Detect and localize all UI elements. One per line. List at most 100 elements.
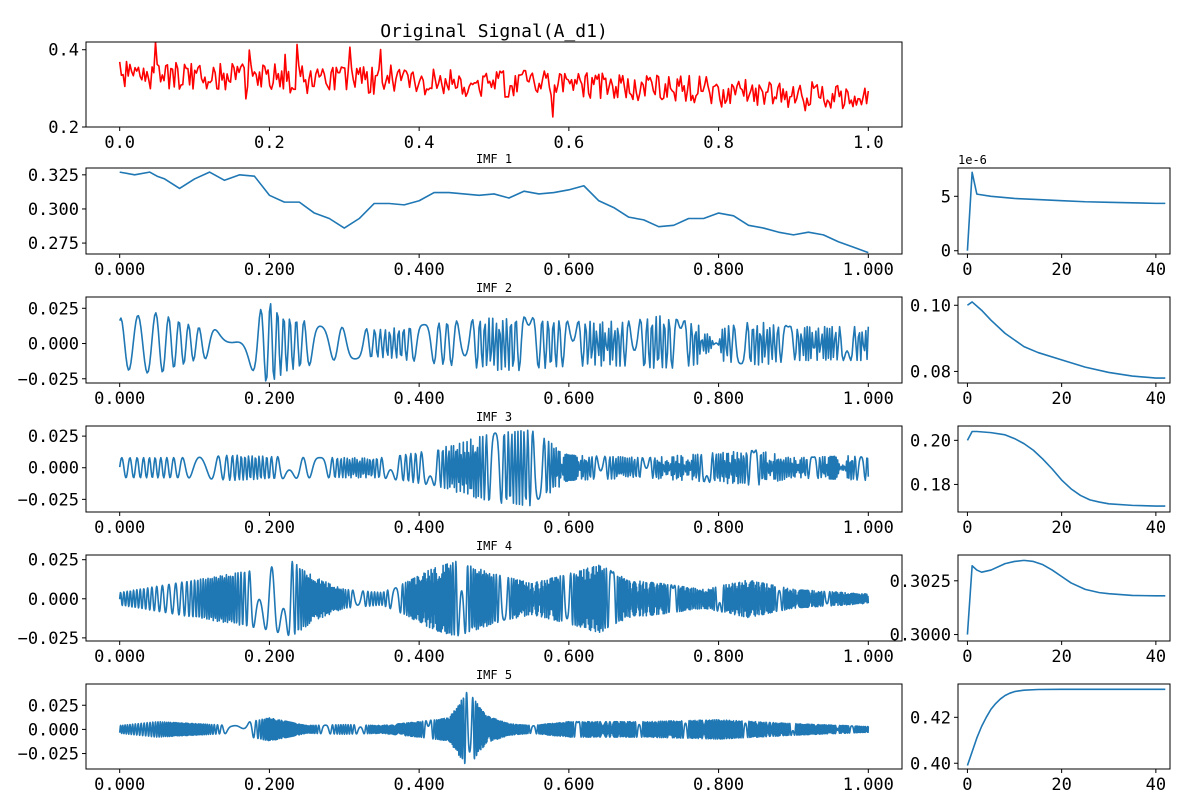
y-tick-label: 0.025: [28, 299, 79, 319]
series-line: [118, 42, 870, 118]
y-tick-label: 0.000: [28, 459, 79, 479]
series-line: [118, 429, 870, 507]
panel-imf-2-spectrum: 0 20 40 0.08 0.10: [910, 296, 1171, 409]
y-tick-label: 0.42: [910, 708, 951, 728]
y-tick-label: −0.025: [18, 745, 79, 765]
x-tick-label: 40: [1146, 647, 1166, 667]
x-tick-label: 0.6: [554, 133, 585, 153]
y-tick-label: 0.3025: [890, 572, 951, 592]
y-tick-label: 0.025: [28, 551, 79, 571]
y-tick-label: 0.3000: [890, 626, 951, 646]
y-tick-label: −0.025: [18, 629, 79, 649]
x-tick-label: 0.200: [244, 389, 295, 409]
x-tick-label: 1.000: [843, 647, 894, 667]
x-tick-label: 0.600: [543, 647, 594, 667]
y-tick-label: 0.20: [910, 431, 951, 451]
x-tick-label: 0: [962, 647, 972, 667]
x-tick-label: 20: [1051, 518, 1071, 538]
axes-frame: [957, 296, 1171, 384]
x-tick-label: 40: [1146, 775, 1166, 795]
x-tick-label: 0.800: [693, 647, 744, 667]
x-tick-label: 0: [962, 260, 972, 280]
y-tick-label: 0.275: [28, 234, 79, 254]
x-tick-label: 0: [962, 775, 972, 795]
axes-frame: [957, 425, 1171, 513]
series-line: [118, 691, 870, 765]
y-tick-label: 0.000: [28, 590, 79, 610]
panel-title: IMF 5: [476, 668, 512, 682]
x-tick-label: 0.000: [94, 775, 145, 795]
y-tick-label: 0: [941, 242, 951, 262]
y-tick-label: 0.025: [28, 427, 79, 447]
x-tick-label: 0.400: [394, 647, 445, 667]
x-tick-label: 1.000: [843, 260, 894, 280]
x-tick-label: 0.600: [543, 775, 594, 795]
axes-frame: [85, 425, 903, 513]
x-tick-label: 0: [962, 389, 972, 409]
series-line: [966, 171, 1166, 251]
series-line: [118, 560, 870, 637]
series-line: [966, 559, 1166, 635]
y-tick-label: 0.18: [910, 475, 951, 495]
x-tick-label: 1.0: [853, 133, 884, 153]
y-tick-label: 0.4: [48, 41, 79, 61]
x-tick-label: 1.000: [843, 518, 894, 538]
panel-imf-3: IMF 3 0.000 0.200 0.400 0.600 0.800 1.000 −0.02…: [18, 410, 903, 538]
y-tick-label: −0.025: [18, 370, 79, 390]
x-tick-label: 0.200: [244, 647, 295, 667]
y-tick-label: 0.025: [28, 696, 79, 716]
axis-offset-label: 1e-6: [958, 153, 987, 167]
x-tick-label: 0.400: [394, 389, 445, 409]
y-tick-label: 0.300: [28, 200, 79, 220]
axes-frame: [85, 167, 903, 255]
axes-frame: [957, 167, 1171, 255]
x-tick-label: 0.000: [94, 647, 145, 667]
x-tick-label: 0.000: [94, 518, 145, 538]
x-tick-label: 20: [1051, 647, 1071, 667]
series-line: [118, 303, 870, 382]
y-tick-label: 0.08: [910, 362, 951, 382]
panel-imf-2: IMF 2 0.000 0.200 0.400 0.600 0.800 1.000 −0.02…: [18, 281, 903, 409]
y-tick-label: −0.025: [18, 490, 79, 510]
x-tick-label: 0.000: [94, 260, 145, 280]
x-tick-label: 1.000: [843, 389, 894, 409]
x-tick-label: 0.200: [244, 518, 295, 538]
axes-frame: [957, 554, 1171, 642]
axes-frame: [957, 683, 1171, 770]
x-tick-label: 0.400: [394, 775, 445, 795]
x-tick-label: 0.8: [703, 133, 734, 153]
x-tick-label: 0: [962, 518, 972, 538]
axes-frame: [85, 554, 903, 642]
x-tick-label: 0.400: [394, 260, 445, 280]
axes-frame: [85, 41, 903, 128]
x-tick-label: 40: [1146, 260, 1166, 280]
panel-imf-1-spectrum: 0 20 40 0 5 1e-6: [941, 153, 1171, 280]
panel-title: IMF 2: [476, 281, 512, 295]
y-tick-label: 0.40: [910, 754, 951, 774]
y-tick-label: 0.000: [28, 335, 79, 355]
x-tick-label: 0.2: [254, 133, 285, 153]
panel-original: Original Signal(A_d1) 0.0 0.2 0.4 0.6 0.8 1.0 0…: [48, 21, 903, 153]
x-tick-label: 20: [1051, 260, 1071, 280]
x-tick-label: 20: [1051, 389, 1071, 409]
panel-title: Original Signal(A_d1): [380, 21, 608, 42]
axes-frame: [85, 296, 903, 384]
y-tick-label: 0.2: [48, 118, 79, 138]
x-tick-label: 0.800: [693, 518, 744, 538]
x-tick-label: 0.200: [244, 260, 295, 280]
x-tick-label: 0.600: [543, 518, 594, 538]
series-line: [966, 301, 1166, 379]
x-tick-label: 0.4: [404, 133, 435, 153]
y-tick-label: 0.10: [910, 296, 951, 316]
x-tick-label: 0.0: [104, 133, 135, 153]
panel-imf-5-spectrum: 0 20 40 0.40 0.42: [910, 683, 1171, 795]
x-tick-label: 0.800: [693, 260, 744, 280]
axes-frame: [85, 683, 903, 770]
panel-imf-3-spectrum: 0 20 40 0.18 0.20: [910, 425, 1171, 538]
y-tick-label: 0.000: [28, 720, 79, 740]
series-line: [966, 430, 1166, 507]
series-line: [966, 688, 1166, 766]
panel-imf-5: IMF 5 0.000 0.200 0.400 0.600 0.800 1.000 −0.02…: [18, 668, 903, 795]
panel-title: IMF 4: [476, 539, 512, 553]
